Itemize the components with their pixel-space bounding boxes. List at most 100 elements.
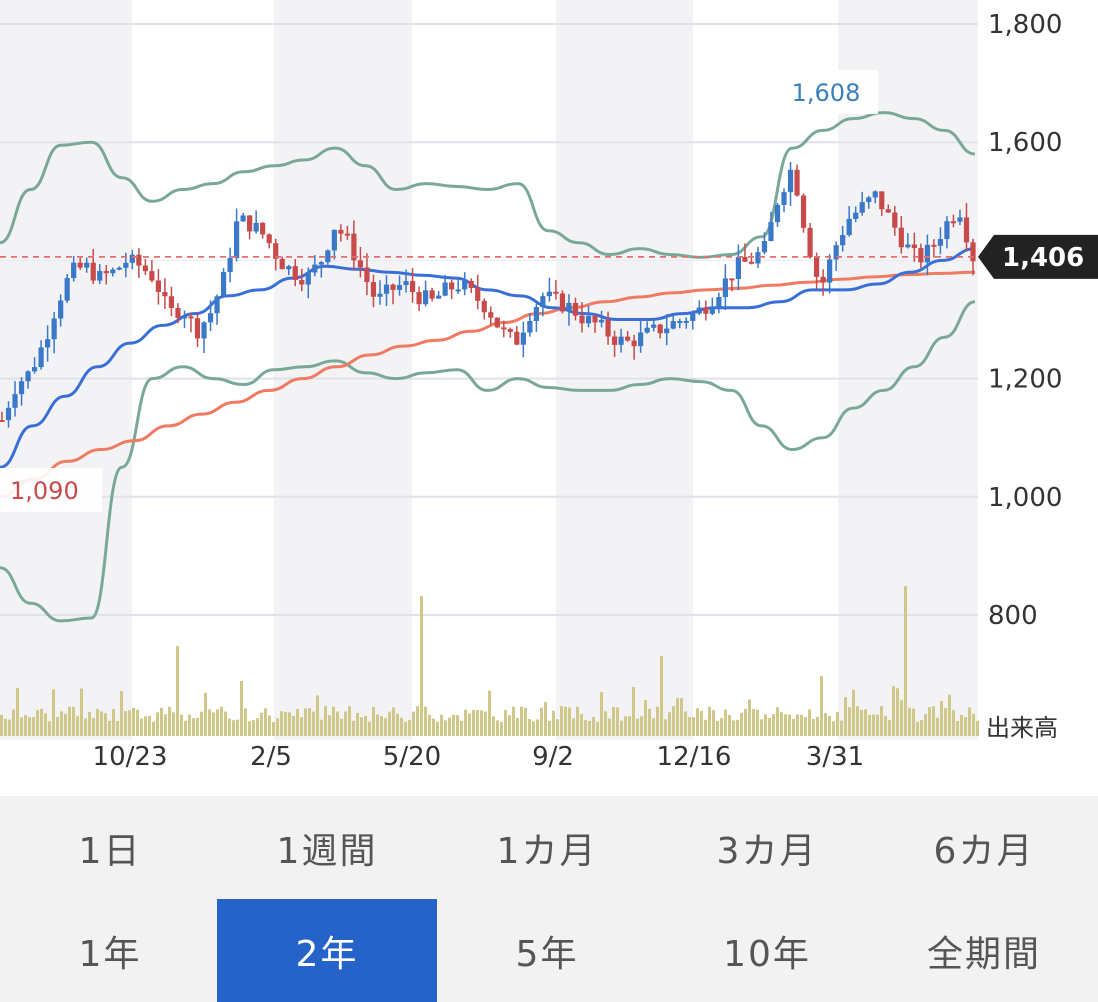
candle-body bbox=[234, 221, 240, 259]
candle-body bbox=[892, 212, 898, 228]
candle-body bbox=[5, 407, 12, 421]
candlestick bbox=[149, 260, 155, 283]
volume-bar bbox=[568, 707, 571, 736]
candle-body bbox=[0, 419, 5, 422]
period-button-3m[interactable]: 3カ月 bbox=[716, 830, 818, 872]
volume-bar bbox=[952, 710, 955, 736]
period-button-1m[interactable]: 1カ月 bbox=[496, 830, 598, 872]
period-row-1: 1日 1週間 1カ月 3カ月 6カ月 bbox=[0, 796, 1098, 899]
period-button-1d[interactable]: 1日 bbox=[78, 830, 142, 872]
candle-body bbox=[657, 324, 663, 334]
volume-bar bbox=[776, 707, 779, 736]
volume-bar bbox=[800, 714, 803, 736]
volume-bar bbox=[360, 717, 363, 736]
volume-bar bbox=[348, 706, 351, 736]
candlestick bbox=[312, 255, 318, 277]
volume-bar bbox=[272, 721, 275, 736]
candle-body bbox=[90, 262, 96, 281]
candle-body bbox=[207, 313, 214, 323]
candlestick bbox=[292, 259, 298, 287]
volume-bar bbox=[136, 709, 139, 736]
candlestick bbox=[253, 210, 259, 234]
period-button-2y[interactable]: 2年 bbox=[217, 899, 437, 1002]
volume-bar bbox=[964, 717, 967, 736]
volume-bar bbox=[548, 720, 551, 736]
candlestick bbox=[214, 294, 220, 325]
candle-body bbox=[774, 204, 781, 223]
volume-bar bbox=[636, 718, 639, 736]
volume-bar bbox=[604, 711, 607, 736]
candlestick bbox=[357, 246, 364, 278]
candlestick bbox=[905, 233, 911, 249]
volume-bar bbox=[644, 700, 647, 736]
volume-bar bbox=[868, 714, 871, 736]
candlestick bbox=[931, 239, 937, 258]
candle-body bbox=[690, 313, 696, 321]
x-tick-label: 10/23 bbox=[93, 742, 168, 772]
candlestick bbox=[0, 411, 5, 422]
candlestick bbox=[220, 268, 227, 297]
volume-bar bbox=[396, 713, 399, 736]
candle-body bbox=[879, 191, 885, 210]
volume-bar bbox=[448, 717, 451, 736]
candle-body bbox=[142, 265, 148, 272]
bollinger-upper-band bbox=[0, 111, 976, 259]
candlestick bbox=[181, 310, 188, 329]
candle-body bbox=[312, 264, 318, 273]
volume-axis-label: 出来高 bbox=[986, 714, 1058, 742]
candle-body bbox=[748, 261, 755, 264]
candle-body bbox=[351, 233, 357, 261]
candle-body bbox=[683, 320, 689, 323]
period-button-10y[interactable]: 10年 bbox=[723, 933, 811, 975]
period-button-1y[interactable]: 1年 bbox=[78, 933, 142, 975]
volume-bar bbox=[860, 709, 863, 736]
volume-bar bbox=[460, 720, 463, 736]
candle-body bbox=[853, 212, 859, 219]
candle-body bbox=[494, 317, 500, 328]
period-button-6m[interactable]: 6カ月 bbox=[933, 830, 1035, 872]
candle-body bbox=[279, 258, 285, 270]
candle-body bbox=[664, 328, 670, 334]
volume-bar bbox=[112, 709, 115, 736]
candle-body bbox=[403, 281, 409, 286]
volume-bar bbox=[824, 713, 827, 736]
volume-bar bbox=[692, 717, 695, 736]
candle-body bbox=[625, 336, 631, 341]
candle-body bbox=[103, 271, 109, 274]
candle-body bbox=[51, 318, 57, 340]
candle-body bbox=[31, 367, 38, 372]
volume-bar bbox=[232, 720, 235, 736]
candlestick bbox=[677, 318, 683, 329]
period-button-5y[interactable]: 5年 bbox=[515, 933, 579, 975]
candlestick bbox=[559, 290, 566, 314]
candlestick bbox=[683, 317, 689, 329]
candlestick bbox=[729, 278, 735, 292]
candlestick bbox=[234, 208, 240, 262]
candlestick bbox=[742, 243, 748, 263]
candlestick bbox=[514, 326, 520, 346]
candle-body bbox=[644, 327, 650, 333]
candle-body bbox=[533, 307, 539, 321]
volume-bar bbox=[440, 714, 443, 736]
candlestick bbox=[351, 220, 357, 271]
volume-bar bbox=[500, 721, 503, 736]
volume-bar bbox=[856, 706, 859, 736]
volume-bar bbox=[944, 708, 947, 736]
volume-bar bbox=[804, 717, 807, 736]
candle-body bbox=[931, 244, 937, 247]
volume-bar bbox=[976, 720, 979, 736]
y-tick-label: 1,200 bbox=[988, 365, 1062, 395]
y-tick-label: 1,600 bbox=[988, 128, 1062, 158]
candle-body bbox=[468, 281, 474, 288]
volume-bar bbox=[216, 709, 219, 736]
volume-bar bbox=[0, 714, 3, 736]
period-button-all[interactable]: 全期間 bbox=[926, 933, 1041, 975]
period-button-1w[interactable]: 1週間 bbox=[276, 830, 378, 872]
volume-bar bbox=[688, 717, 691, 736]
candlestick bbox=[468, 278, 474, 294]
candlestick bbox=[703, 300, 709, 321]
volume-bar bbox=[584, 720, 587, 736]
candlestick bbox=[872, 190, 878, 204]
candle-body bbox=[429, 290, 435, 299]
candle-body bbox=[520, 332, 526, 345]
